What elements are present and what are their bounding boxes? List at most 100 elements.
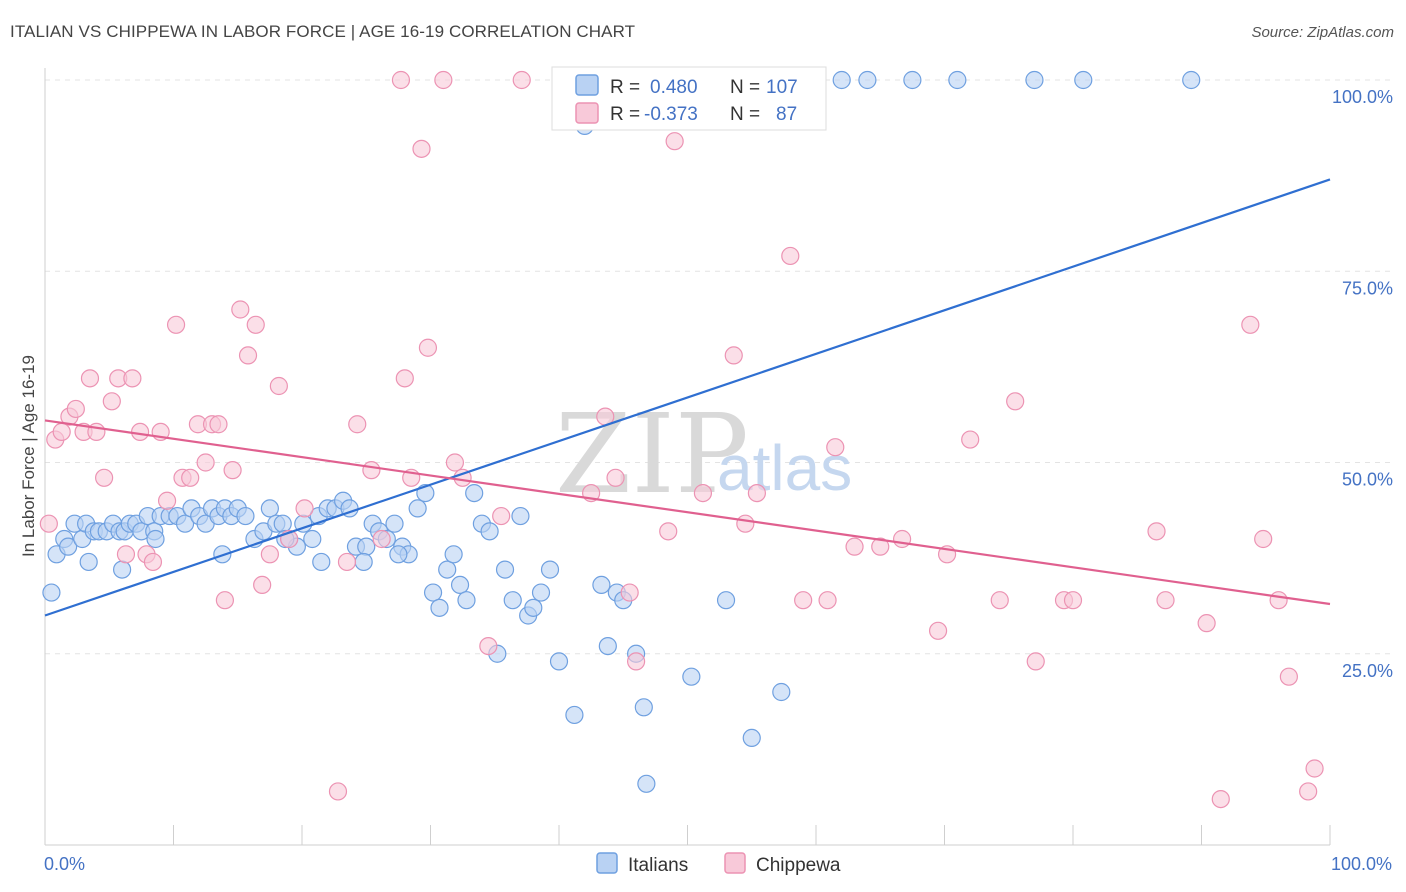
- legend-box: R = 0.480 N = 107 R = -0.373 N = 87: [551, 66, 827, 131]
- italians-point: [549, 652, 569, 671]
- legend-chippewa-swatch: [575, 102, 599, 124]
- chippewa-point: [626, 652, 646, 671]
- italians-point: [772, 682, 791, 702]
- chippewa-point: [479, 636, 498, 656]
- italians-point: [438, 560, 457, 579]
- chippewa-point: [246, 315, 265, 334]
- chippewa-point: [1305, 759, 1324, 778]
- chippewa-point: [157, 491, 177, 510]
- series-chippewa: [39, 70, 1324, 809]
- legend-chippewa-n-value: 87: [776, 104, 797, 125]
- chippewa-point: [260, 545, 279, 564]
- chippewa-point: [492, 506, 511, 526]
- chippewa-point: [1026, 652, 1045, 671]
- italians-point: [357, 537, 376, 556]
- legend-chippewa-n-label: N =: [730, 104, 760, 125]
- bottom-legend-italians-swatch: [596, 852, 618, 874]
- legend-italians-n-value: 107: [766, 77, 798, 98]
- chippewa-point: [395, 369, 414, 388]
- italians-point: [742, 728, 761, 748]
- italians-point: [303, 529, 322, 549]
- chippewa-point: [693, 484, 713, 503]
- italians-point: [948, 70, 967, 90]
- chippewa-point: [348, 415, 367, 434]
- bottom-legend-chippewa-label: Chippewa: [756, 855, 841, 876]
- chippewa-point: [794, 591, 813, 610]
- chippewa-point: [434, 70, 453, 90]
- chippewa-point: [1006, 392, 1025, 411]
- italians-trend-line: [44, 178, 1331, 617]
- italians-point: [565, 705, 584, 725]
- chippewa-point: [1279, 667, 1298, 686]
- italians-point: [634, 698, 653, 717]
- chippewa-point: [238, 346, 258, 365]
- italians-point: [385, 514, 404, 533]
- chippewa-point: [80, 369, 100, 388]
- chippewa-point: [1147, 522, 1166, 541]
- italians-point: [389, 545, 408, 564]
- italians-point: [511, 506, 530, 526]
- chippewa-point: [123, 369, 142, 388]
- legend-italians-r-label: R =: [610, 77, 640, 98]
- y-tick-label: 100.0%: [1332, 87, 1393, 107]
- chippewa-point: [116, 545, 136, 564]
- italians-point: [524, 598, 543, 617]
- italians-point: [450, 575, 470, 595]
- chippewa-point: [102, 392, 121, 411]
- chippewa-point: [269, 376, 288, 396]
- italians-point: [465, 484, 484, 503]
- legend-italians-n-label: N =: [730, 77, 760, 98]
- chippewa-point: [372, 529, 391, 549]
- chippewa-point: [1299, 782, 1318, 801]
- italians-point: [430, 598, 449, 617]
- chippewa-point: [659, 522, 678, 541]
- italians-point: [637, 774, 656, 793]
- italians-point: [531, 583, 551, 602]
- italians-point: [858, 70, 877, 90]
- italians-point: [146, 529, 165, 549]
- chippewa-point: [391, 70, 411, 90]
- chippewa-point: [961, 430, 980, 449]
- italians-point: [260, 499, 279, 518]
- chippewa-point: [1241, 315, 1260, 334]
- axes: [44, 68, 1331, 846]
- chippewa-point: [892, 529, 912, 549]
- chippewa-point: [445, 453, 465, 472]
- chippewa-point: [871, 537, 890, 556]
- chippewa-point: [990, 591, 1009, 610]
- chippewa-point: [295, 499, 314, 518]
- italians-point: [495, 560, 515, 579]
- italians-point: [682, 667, 701, 686]
- chippewa-point: [39, 514, 58, 533]
- italians-point: [832, 70, 851, 90]
- chippewa-point: [412, 139, 431, 158]
- italians-point: [79, 552, 98, 572]
- italians-point: [175, 514, 195, 533]
- y-axis-label: In Labor Force | Age 16-19: [19, 355, 38, 557]
- grid-lines: [45, 79, 1392, 655]
- chippewa-point: [826, 438, 845, 457]
- italians-point: [423, 583, 443, 602]
- italians-point: [112, 560, 132, 579]
- legend-italians-r-value: 0.480: [650, 77, 698, 98]
- italians-point: [1025, 70, 1044, 90]
- chippewa-point: [95, 468, 114, 487]
- trend-lines: [44, 178, 1331, 617]
- chippewa-point: [665, 132, 684, 151]
- chippewa-point: [215, 591, 234, 610]
- chippewa-point: [724, 346, 743, 365]
- x-tick-label-min: 0.0%: [44, 854, 85, 874]
- italians-point: [1182, 70, 1201, 90]
- chart-source: Source: ZipAtlas.com: [1251, 24, 1394, 41]
- chippewa-point: [253, 575, 272, 595]
- chippewa-point: [181, 468, 200, 487]
- italians-point: [480, 522, 499, 541]
- chippewa-point: [1254, 529, 1273, 549]
- chippewa-point: [328, 782, 348, 801]
- italians-point: [354, 552, 373, 572]
- italians-point: [503, 591, 522, 610]
- italians-point: [444, 545, 463, 564]
- italians-point: [598, 636, 617, 656]
- chart-title: ITALIAN VS CHIPPEWA IN LABOR FORCE | AGE…: [10, 22, 636, 41]
- chippewa-point: [1211, 789, 1230, 809]
